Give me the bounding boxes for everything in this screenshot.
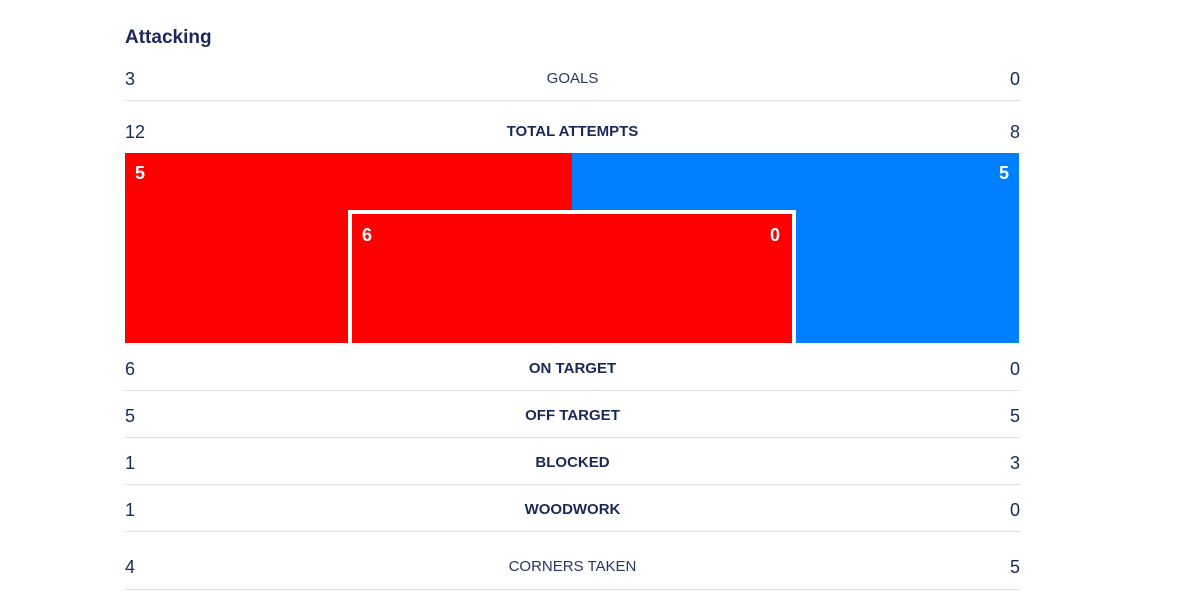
outside-away-value: 5 [998, 163, 1009, 183]
goals-home-value: 3 [125, 69, 136, 89]
shots-location-graphic: 5 5 6 0 [125, 153, 1019, 343]
goals-away-value: 0 [1009, 69, 1020, 89]
corners-taken-home-value: 4 [125, 557, 136, 577]
row-divider [125, 589, 1020, 590]
on-target-home-value: 6 [125, 359, 136, 379]
corners-taken-label: CORNERS TAKEN [508, 558, 637, 575]
corners-taken-away-value: 5 [1009, 557, 1020, 577]
row-divider [125, 531, 1020, 532]
row-divider [125, 484, 1020, 485]
row-divider [125, 390, 1020, 391]
off-target-away-value: 5 [1009, 406, 1020, 426]
woodwork-label: WOODWORK [524, 501, 621, 518]
on-target-away-value: 0 [1009, 359, 1020, 379]
outside-home-value: 5 [135, 163, 146, 183]
inside-home-value: 6 [362, 225, 373, 245]
section-title: Attacking [125, 27, 212, 48]
off-target-label: OFF TARGET [525, 407, 620, 424]
goal-frame [348, 210, 796, 343]
inside-away-value: 0 [770, 225, 781, 245]
blocked-label: BLOCKED [535, 454, 610, 471]
woodwork-away-value: 0 [1009, 500, 1020, 520]
on-target-label: ON TARGET [528, 360, 617, 377]
total-attempts-label: TOTAL ATTEMPTS [506, 123, 639, 140]
blocked-away-value: 3 [1009, 453, 1020, 473]
total-attempts-home-value: 12 [125, 122, 146, 142]
row-divider [125, 437, 1020, 438]
off-target-home-value: 5 [125, 406, 136, 426]
goals-label: GOALS [546, 70, 599, 87]
blocked-home-value: 1 [125, 453, 136, 473]
total-attempts-away-value: 8 [1009, 122, 1020, 142]
row-divider [125, 100, 1020, 101]
woodwork-home-value: 1 [125, 500, 136, 520]
